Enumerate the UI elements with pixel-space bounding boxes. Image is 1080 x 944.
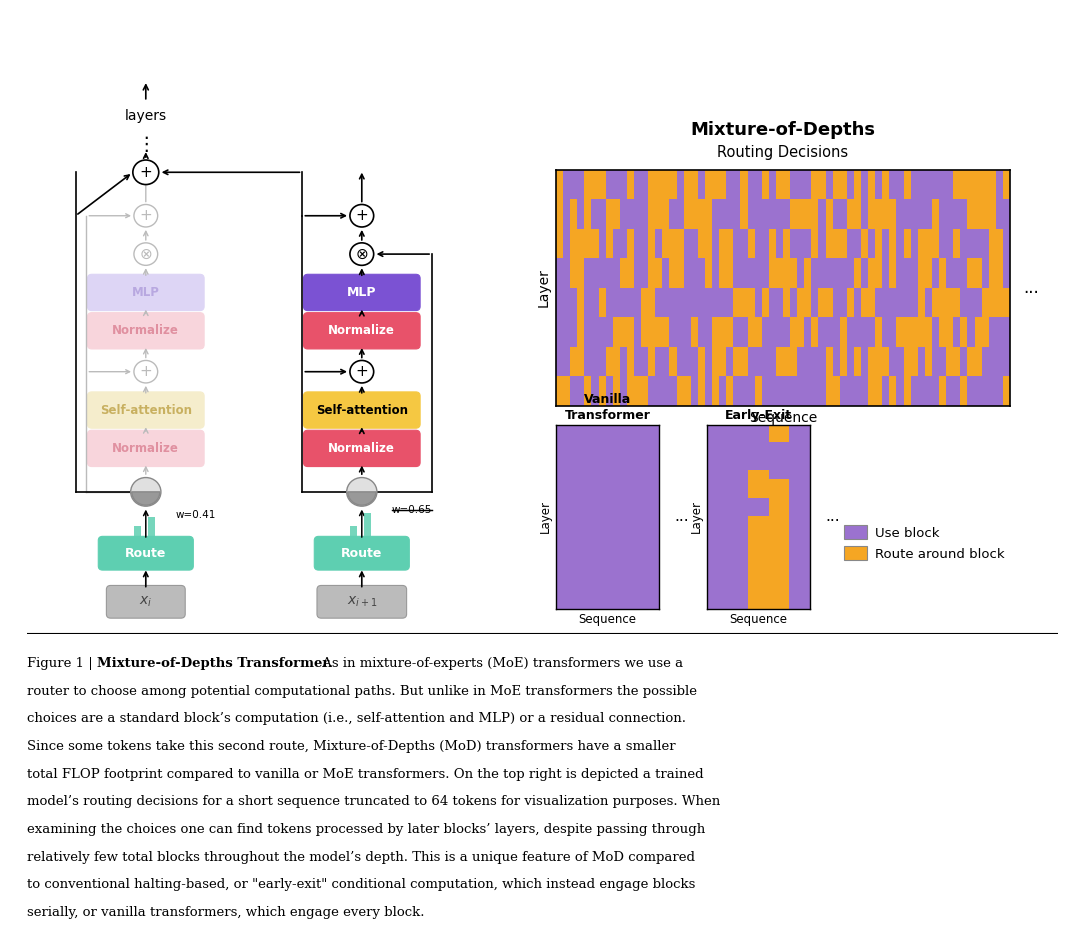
Circle shape <box>131 478 161 506</box>
Text: Normalize: Normalize <box>328 325 395 337</box>
Y-axis label: Layer: Layer <box>690 500 703 533</box>
Circle shape <box>350 243 374 265</box>
Text: $x_{i+1}$: $x_{i+1}$ <box>347 595 377 609</box>
Text: ⊗: ⊗ <box>355 246 368 261</box>
Wedge shape <box>132 492 160 505</box>
Legend: Use block, Route around block: Use block, Route around block <box>843 525 1004 561</box>
FancyBboxPatch shape <box>314 536 409 570</box>
Text: Route: Route <box>341 547 382 560</box>
Text: to conventional halting-based, or "early-exit" conditional computation, which in: to conventional halting-based, or "early… <box>27 878 696 891</box>
Text: ⊗: ⊗ <box>139 246 152 261</box>
Bar <box>350 526 357 540</box>
Text: Normalize: Normalize <box>112 325 179 337</box>
Text: Routing Decisions: Routing Decisions <box>717 145 849 160</box>
Title: Vanilla
Transformer: Vanilla Transformer <box>565 394 650 422</box>
Text: model’s routing decisions for a short sequence truncated to 64 tokens for visual: model’s routing decisions for a short se… <box>27 795 720 808</box>
Text: Mixture-of-Depths: Mixture-of-Depths <box>690 121 876 140</box>
Text: Figure 1 |: Figure 1 | <box>27 657 97 670</box>
Text: $x_i$: $x_i$ <box>139 595 152 609</box>
FancyBboxPatch shape <box>106 585 186 618</box>
FancyBboxPatch shape <box>87 430 204 466</box>
Text: MLP: MLP <box>132 286 160 299</box>
Text: Route: Route <box>125 547 166 560</box>
Text: Normalize: Normalize <box>328 442 395 455</box>
Text: +: + <box>139 209 152 223</box>
FancyBboxPatch shape <box>303 275 420 311</box>
FancyBboxPatch shape <box>98 536 193 570</box>
Title: Early-Exit: Early-Exit <box>725 410 793 422</box>
Bar <box>148 517 154 540</box>
Text: ...: ... <box>674 510 689 524</box>
Text: +: + <box>355 209 368 223</box>
Text: Figure 1 | Mixture-of-Depths Transformer.: Figure 1 | Mixture-of-Depths Transformer… <box>27 657 310 670</box>
Text: +: + <box>139 364 152 379</box>
Text: w=0.65: w=0.65 <box>391 505 432 514</box>
Text: choices are a standard block’s computation (i.e., self-attention and MLP) or a r: choices are a standard block’s computati… <box>27 713 686 725</box>
Circle shape <box>350 205 374 227</box>
Y-axis label: Layer: Layer <box>537 268 551 308</box>
Text: router to choose among potential computational paths. But unlike in MoE transfor: router to choose among potential computa… <box>27 684 697 698</box>
FancyBboxPatch shape <box>87 275 204 311</box>
Text: +: + <box>355 364 368 379</box>
Text: relatively few total blocks throughout the model’s depth. This is a unique featu: relatively few total blocks throughout t… <box>27 851 696 864</box>
Text: serially, or vanilla transformers, which engage every block.: serially, or vanilla transformers, which… <box>27 906 424 919</box>
Text: w=0.41: w=0.41 <box>175 510 216 520</box>
FancyBboxPatch shape <box>303 392 420 429</box>
Bar <box>134 526 141 540</box>
FancyBboxPatch shape <box>318 585 406 618</box>
Text: Self-attention: Self-attention <box>315 403 408 416</box>
Text: Normalize: Normalize <box>112 442 179 455</box>
X-axis label: Sequence: Sequence <box>748 412 818 426</box>
FancyBboxPatch shape <box>87 392 204 429</box>
Text: As in mixture-of-experts (MoE) transformers we use a: As in mixture-of-experts (MoE) transform… <box>318 657 683 670</box>
FancyBboxPatch shape <box>303 312 420 349</box>
Text: Since some tokens take this second route, Mixture-of-Depths (MoD) transformers h: Since some tokens take this second route… <box>27 740 676 753</box>
Wedge shape <box>348 492 376 505</box>
Text: ⋮: ⋮ <box>136 135 156 154</box>
Text: ...: ... <box>825 510 840 524</box>
Text: examining the choices one can find tokens processed by later blocks’ layers, des: examining the choices one can find token… <box>27 823 705 836</box>
Circle shape <box>347 478 377 506</box>
Circle shape <box>134 205 158 227</box>
Circle shape <box>134 243 158 265</box>
Text: MLP: MLP <box>347 286 377 299</box>
X-axis label: Sequence: Sequence <box>579 613 636 626</box>
Text: layers: layers <box>124 110 167 123</box>
Circle shape <box>134 361 158 383</box>
Y-axis label: Layer: Layer <box>539 500 552 533</box>
X-axis label: Sequence: Sequence <box>730 613 787 626</box>
FancyBboxPatch shape <box>303 430 420 466</box>
Circle shape <box>133 160 159 185</box>
Text: total FLOP footprint compared to vanilla or MoE transformers. On the top right i: total FLOP footprint compared to vanilla… <box>27 767 704 781</box>
Text: ...: ... <box>1024 278 1039 297</box>
Text: Self-attention: Self-attention <box>99 403 192 416</box>
Text: Mixture-of-Depths Transformer.: Mixture-of-Depths Transformer. <box>97 657 333 670</box>
Circle shape <box>350 361 374 383</box>
FancyBboxPatch shape <box>87 312 204 349</box>
Text: +: + <box>139 165 152 179</box>
Bar <box>364 514 370 540</box>
